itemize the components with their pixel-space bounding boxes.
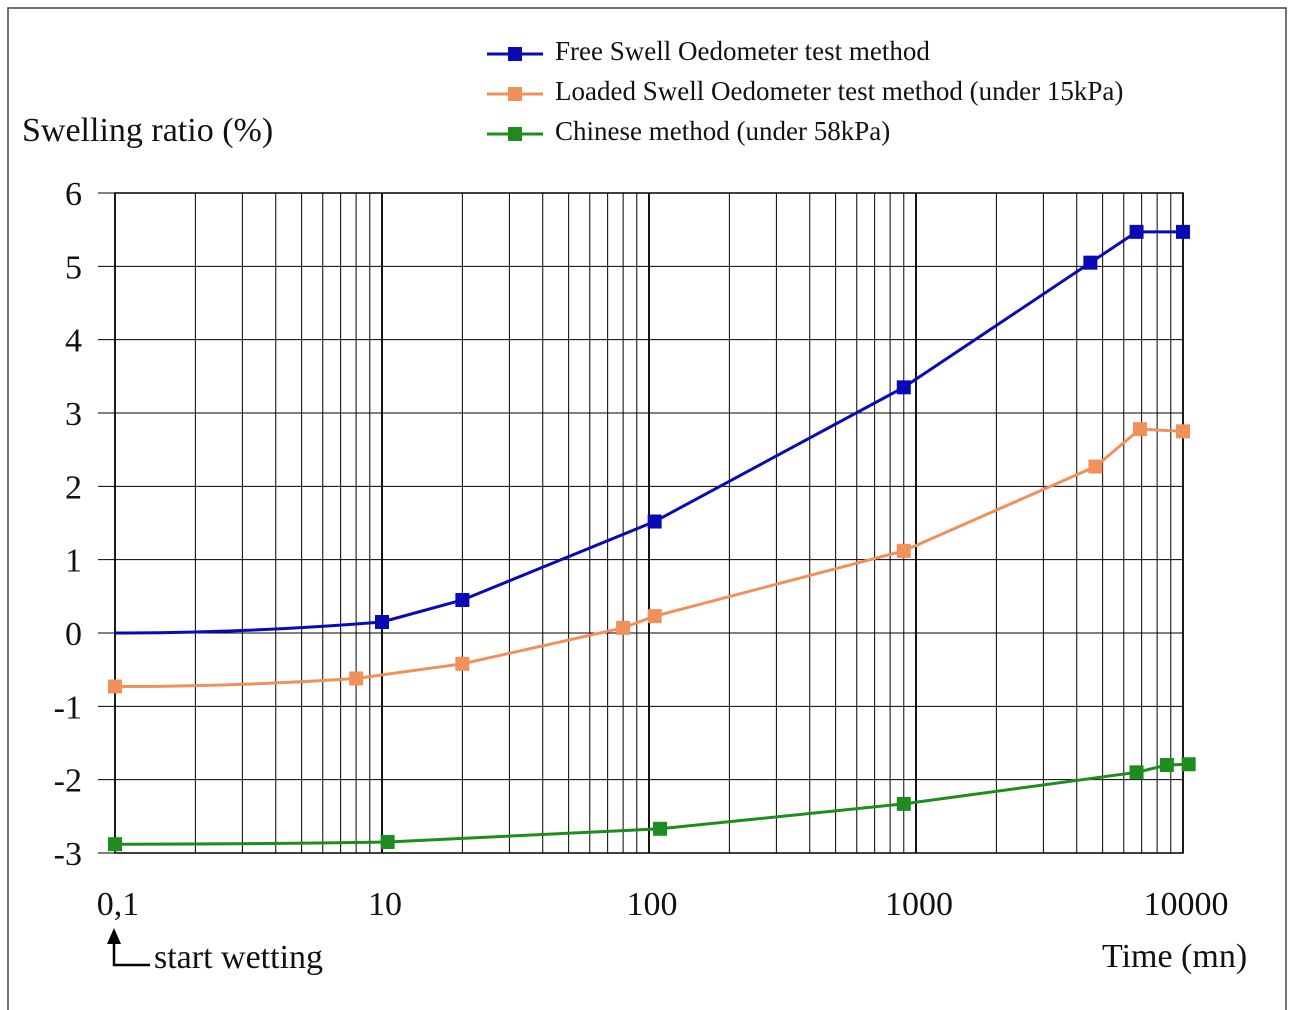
y-tick-label: -2 — [54, 763, 82, 800]
legend-label: Free Swell Oedometer test method — [555, 36, 930, 66]
up-arrow-icon — [107, 928, 121, 944]
data-point-marker — [896, 543, 911, 558]
y-tick-label: 3 — [65, 396, 82, 433]
plot-grid — [98, 192, 1184, 854]
y-tick-label: 2 — [65, 469, 82, 506]
start-arrow-line — [112, 935, 150, 967]
y-tick-label: -1 — [54, 689, 82, 726]
y-tick-label: 6 — [65, 176, 82, 213]
data-point-marker — [349, 671, 364, 686]
legend-label: Chinese method (under 58kPa) — [555, 116, 890, 146]
series-3 — [108, 757, 1196, 852]
y-axis-title: Swelling ratio (%) — [22, 112, 273, 149]
data-point-marker — [616, 620, 631, 635]
data-point-marker — [108, 837, 122, 852]
data-point-marker — [108, 679, 122, 694]
data-point-marker — [1176, 224, 1190, 239]
series-2 — [108, 422, 1190, 694]
start-wetting-label: start wetting — [154, 939, 323, 976]
data-point-marker — [1176, 424, 1190, 439]
data-point-marker — [647, 514, 662, 529]
legend-marker — [508, 87, 522, 101]
y-tick-label: 4 — [65, 323, 82, 360]
x-axis-title: Time (mn) — [1102, 938, 1247, 975]
x-tick-label: 1000 — [885, 886, 953, 923]
data-point-marker — [1083, 255, 1098, 270]
data-point-marker — [1129, 224, 1144, 239]
start-wetting-annotation: start wetting — [107, 928, 323, 976]
x-tick-label: 100 — [627, 886, 678, 923]
data-point-marker — [653, 821, 668, 836]
chart-legend: Free Swell Oedometer test method Loaded S… — [487, 36, 1123, 146]
data-point-marker — [380, 835, 395, 849]
y-tick-label: 5 — [65, 249, 82, 286]
legend-marker — [508, 127, 522, 141]
x-tick-label: 10 — [368, 886, 402, 923]
data-point-marker — [1132, 422, 1147, 437]
data-point-marker — [896, 380, 911, 395]
data-point-marker — [647, 609, 662, 624]
data-point-marker — [1159, 758, 1174, 772]
y-tick-labels: 6 5 4 3 2 1 0 -1 -2 -3 — [54, 176, 82, 873]
data-point-marker — [455, 656, 470, 671]
x-tick-labels: 0,1 10 100 1000 10000 — [97, 886, 1229, 923]
y-tick-label: -3 — [54, 836, 82, 873]
series-1 — [114, 224, 1190, 635]
data-series — [108, 224, 1196, 852]
y-tick-label: 1 — [65, 543, 82, 580]
legend-label: Loaded Swell Oedometer test method (unde… — [555, 76, 1123, 106]
x-tick-label: 10000 — [1144, 886, 1229, 923]
data-point-marker — [1129, 765, 1144, 780]
y-tick-label: 0 — [65, 616, 82, 653]
data-point-marker — [896, 796, 911, 811]
legend-marker — [508, 47, 522, 61]
data-point-marker — [1088, 459, 1103, 474]
figure-border — [7, 7, 1287, 1010]
series-line — [114, 230, 1183, 635]
data-point-marker — [455, 593, 470, 607]
data-point-marker — [1181, 757, 1196, 772]
data-point-marker — [375, 615, 389, 629]
x-tick-label: 0,1 — [97, 886, 140, 923]
